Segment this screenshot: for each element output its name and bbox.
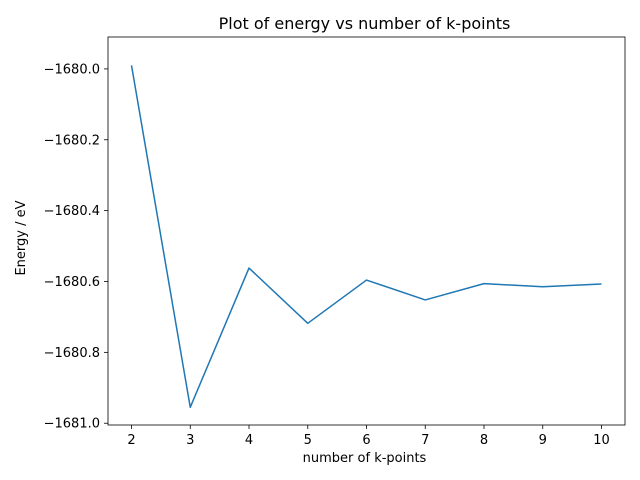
- plot-area: 2 3 4 5 6 7 8 9 10 −1681.0 −1680.8 −1680.6 −1680.4 −1…: [44, 36, 626, 448]
- x-tick-label: 8: [480, 433, 488, 448]
- axes-frame: [107, 36, 626, 426]
- y-axis-title: Energy / eV: [14, 200, 29, 275]
- series-line-0: [130, 65, 602, 409]
- chart-title: Plot of energy vs number of k-points: [219, 14, 511, 33]
- y-tick-label: −1680.6: [44, 275, 100, 290]
- y-tick-label: −1680.4: [44, 204, 100, 219]
- x-axis-title: number of k-points: [303, 451, 427, 466]
- y-tick-label: −1681.0: [44, 417, 100, 432]
- y-tick-label: −1680.2: [44, 133, 100, 148]
- y-tick-label: −1680.8: [44, 346, 100, 361]
- x-tick-label: 9: [539, 433, 547, 448]
- x-tick-label: 10: [593, 433, 610, 448]
- x-tick-label: 2: [127, 433, 135, 448]
- x-tick-label: 5: [304, 433, 312, 448]
- x-tick-label: 3: [186, 433, 194, 448]
- y-tick-label: −1680.0: [44, 62, 100, 77]
- x-tick-label: 6: [362, 433, 370, 448]
- x-tick-label: 7: [421, 433, 429, 448]
- x-tick-label: 4: [245, 433, 253, 448]
